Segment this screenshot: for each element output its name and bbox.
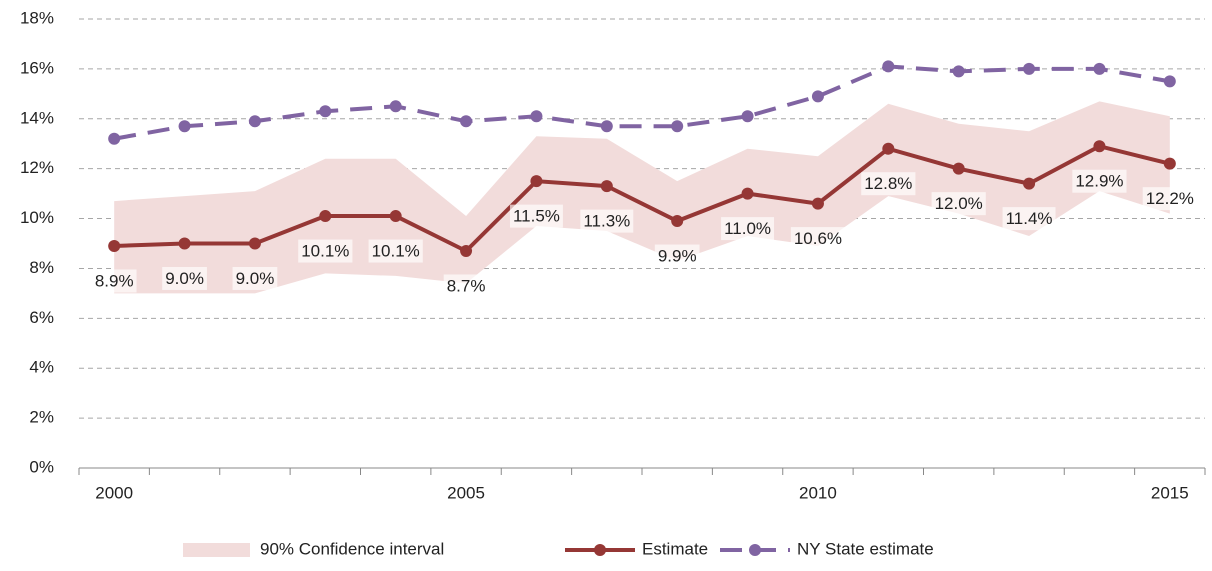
data-label-bg [931, 192, 986, 216]
data-point [1023, 62, 1036, 75]
data-label-bg [861, 172, 916, 196]
data-label-bg [790, 227, 846, 251]
data-label-bg [509, 204, 563, 228]
data-point [460, 115, 473, 128]
data-label-bg [654, 244, 700, 268]
data-label: 11.0% [724, 219, 771, 238]
data-point [248, 115, 261, 128]
data-label-bg [1142, 187, 1197, 211]
data-point [319, 105, 332, 118]
data-point [389, 100, 402, 113]
data-point [178, 120, 191, 133]
legend-swatch [183, 543, 250, 557]
y-tick-label: 16% [20, 58, 54, 77]
data-point [1163, 157, 1176, 170]
data-label-bg [1072, 169, 1127, 193]
data-label: 12.9% [1075, 172, 1123, 191]
data-point [460, 244, 473, 257]
data-point [741, 187, 754, 200]
data-point [811, 90, 824, 103]
y-tick-label: 4% [29, 358, 54, 377]
data-label-bg [232, 266, 278, 290]
data-label: 8.9% [95, 271, 134, 290]
y-tick-label: 8% [29, 258, 54, 277]
data-point [671, 215, 684, 228]
data-label-bg [91, 269, 137, 293]
data-point [530, 175, 543, 188]
y-tick-label: 0% [29, 457, 54, 476]
data-point [389, 210, 402, 223]
y-tick-label: 18% [20, 8, 54, 27]
data-label-bg [1002, 207, 1056, 231]
data-label-bg [162, 266, 207, 290]
y-tick-label: 14% [20, 108, 54, 127]
confidence-band [114, 101, 1170, 294]
data-label: 11.3% [583, 212, 630, 231]
data-label-bg [580, 209, 634, 233]
series-line [113, 64, 1171, 141]
data-point [1093, 140, 1106, 153]
series-line [114, 144, 1171, 254]
legend-label: Estimate [642, 539, 708, 558]
data-point [600, 120, 613, 133]
data-point [108, 132, 121, 145]
data-point [952, 162, 965, 175]
legend-marker [749, 544, 761, 556]
data-point [811, 197, 824, 210]
data-point [319, 210, 332, 223]
data-point [1093, 62, 1106, 75]
data-label-bg [368, 239, 423, 263]
data-label: 11.5% [513, 207, 560, 226]
data-point [952, 65, 965, 78]
data-label-bg [298, 239, 353, 263]
data-label: 9.0% [236, 269, 275, 288]
data-label-bg [443, 274, 489, 298]
data-label: 11.4% [1006, 209, 1053, 228]
x-tick-label: 2015 [1151, 483, 1189, 502]
data-point [1023, 177, 1036, 190]
data-point [741, 110, 754, 123]
data-label: 8.7% [447, 276, 486, 295]
data-label: 10.1% [301, 242, 349, 261]
data-point [882, 60, 895, 73]
legend-label: NY State estimate [797, 539, 934, 558]
data-label: 9.9% [658, 247, 697, 266]
data-point [600, 180, 613, 193]
data-label: 12.0% [935, 194, 983, 213]
y-tick-label: 12% [20, 158, 54, 177]
x-tick-label: 2000 [95, 483, 133, 502]
data-point [671, 120, 684, 133]
legend-marker [594, 544, 606, 556]
data-point [178, 237, 191, 250]
data-point [530, 110, 543, 123]
data-label: 10.6% [794, 229, 842, 248]
data-point [882, 142, 895, 155]
x-tick-label: 2010 [799, 483, 837, 502]
data-label: 9.0% [165, 269, 204, 288]
x-tick-label: 2005 [447, 483, 485, 502]
data-label: 10.1% [372, 242, 420, 261]
data-label: 12.8% [864, 174, 912, 193]
data-label-bg [721, 217, 775, 241]
y-tick-label: 2% [29, 408, 54, 427]
data-point [1163, 75, 1176, 88]
data-point [108, 239, 121, 252]
legend-label: 90% Confidence interval [260, 539, 444, 558]
data-point [248, 237, 261, 250]
y-tick-label: 10% [20, 208, 54, 227]
data-label: 12.2% [1146, 189, 1194, 208]
y-tick-label: 6% [29, 308, 54, 327]
